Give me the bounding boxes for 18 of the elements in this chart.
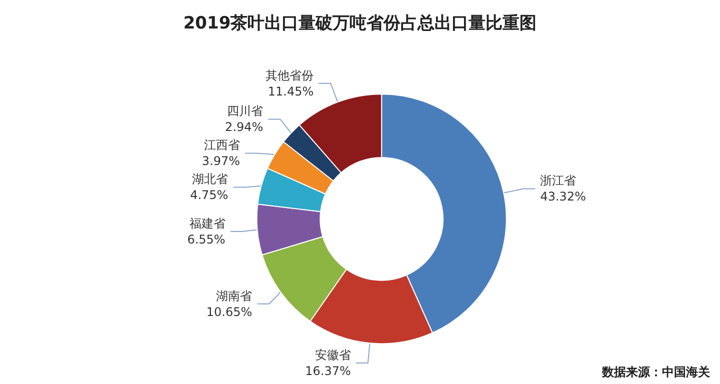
data-label: 3.97% xyxy=(202,154,240,168)
data-label: 11.45% xyxy=(268,84,314,98)
slice-label: 湖南省 xyxy=(216,288,252,303)
slice-label: 福建省 xyxy=(189,216,226,230)
data-label: 16.37% xyxy=(305,364,351,378)
slice-label: 四川省 xyxy=(227,104,264,118)
data-label: 10.65% xyxy=(206,304,252,319)
slice-label: 其他省份 xyxy=(266,68,314,82)
slice-label: 江西省 xyxy=(204,138,240,152)
slice-label: 湖北省 xyxy=(192,172,228,186)
chart-title: 2019茶叶出口量破万吨省份占总出口量比重图 xyxy=(183,14,537,34)
slice-label: 浙江省 xyxy=(540,174,576,188)
data-label: 43.32% xyxy=(540,190,586,204)
slice-label: 安徽省 xyxy=(314,348,351,362)
data-label: 4.75% xyxy=(190,188,228,202)
source-note: 数据来源：中国海关 xyxy=(601,365,711,379)
data-label: 2.94% xyxy=(225,120,264,134)
data-label: 6.55% xyxy=(187,232,226,246)
